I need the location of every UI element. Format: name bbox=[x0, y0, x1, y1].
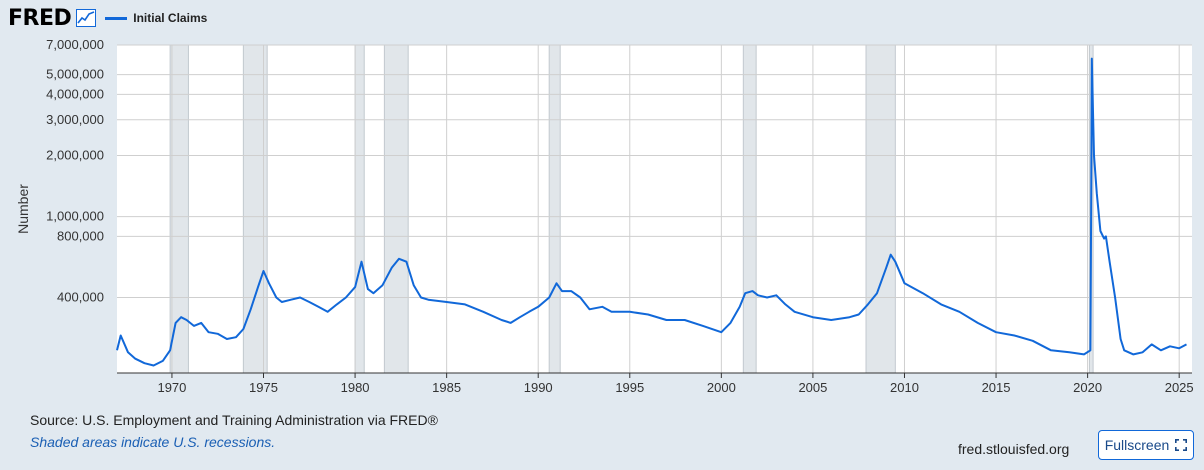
x-tick-label: 1990 bbox=[524, 380, 553, 395]
legend-label: Initial Claims bbox=[133, 11, 208, 25]
legend-swatch bbox=[105, 16, 128, 20]
x-tick-label: 2000 bbox=[707, 380, 736, 395]
x-tick-label: 1970 bbox=[157, 380, 186, 395]
y-tick-label: 800,000 bbox=[57, 228, 104, 243]
y-tick-label: 4,000,000 bbox=[46, 86, 104, 101]
series-layer bbox=[116, 57, 1187, 367]
recession-note: Shaded areas indicate U.S. recessions. bbox=[30, 434, 276, 450]
x-axis-ticks: 1970 1975 1980 1985 1990 1995 2000 2005 2010 2015… bbox=[157, 373, 1194, 395]
y-tick-label: 400,000 bbox=[57, 290, 104, 305]
y-tick-label: 3,000,000 bbox=[46, 112, 104, 127]
y-tick-label: 1,000,000 bbox=[46, 209, 104, 224]
fullscreen-button[interactable]: Fullscreen bbox=[1098, 430, 1194, 460]
recession-band bbox=[865, 44, 896, 374]
y-tick-label: 2,000,000 bbox=[46, 148, 104, 163]
line-graph-icon bbox=[76, 9, 97, 27]
legend: Initial Claims bbox=[105, 11, 207, 25]
fullscreen-label: Fullscreen bbox=[1104, 437, 1170, 453]
plot-area bbox=[117, 45, 1192, 373]
x-tick-label: 1995 bbox=[615, 380, 644, 395]
x-tick-label: 2020 bbox=[1073, 380, 1102, 395]
y-axis-label: Number bbox=[15, 184, 31, 234]
recession-shading bbox=[169, 44, 1094, 374]
chart-header: FRED Initial Claims bbox=[8, 5, 207, 31]
x-tick-label: 1975 bbox=[249, 380, 278, 395]
fred-logo[interactable]: FRED bbox=[8, 5, 72, 31]
site-url[interactable]: fred.stlouisfed.org bbox=[958, 441, 1070, 457]
y-tick-label: 7,000,000 bbox=[46, 37, 104, 52]
source-note: Source: U.S. Employment and Training Adm… bbox=[30, 412, 438, 428]
series-line bbox=[116, 57, 1187, 367]
x-tick-label: 1985 bbox=[432, 380, 461, 395]
x-tick-label: 2010 bbox=[890, 380, 919, 395]
y-axis-ticks: 400,000 800,000 1,000,000 2,000,000 3,000,00… bbox=[46, 37, 104, 305]
line-chart: 400,000 800,000 1,000,000 2,000,000 3,000,00… bbox=[15, 37, 1194, 395]
x-tick-label: 2025 bbox=[1165, 380, 1194, 395]
x-tick-label: 2005 bbox=[798, 380, 827, 395]
expand-icon bbox=[1175, 439, 1188, 451]
x-tick-label: 1980 bbox=[341, 380, 370, 395]
x-tick-label: 2015 bbox=[982, 380, 1011, 395]
y-tick-label: 5,000,000 bbox=[46, 67, 104, 82]
